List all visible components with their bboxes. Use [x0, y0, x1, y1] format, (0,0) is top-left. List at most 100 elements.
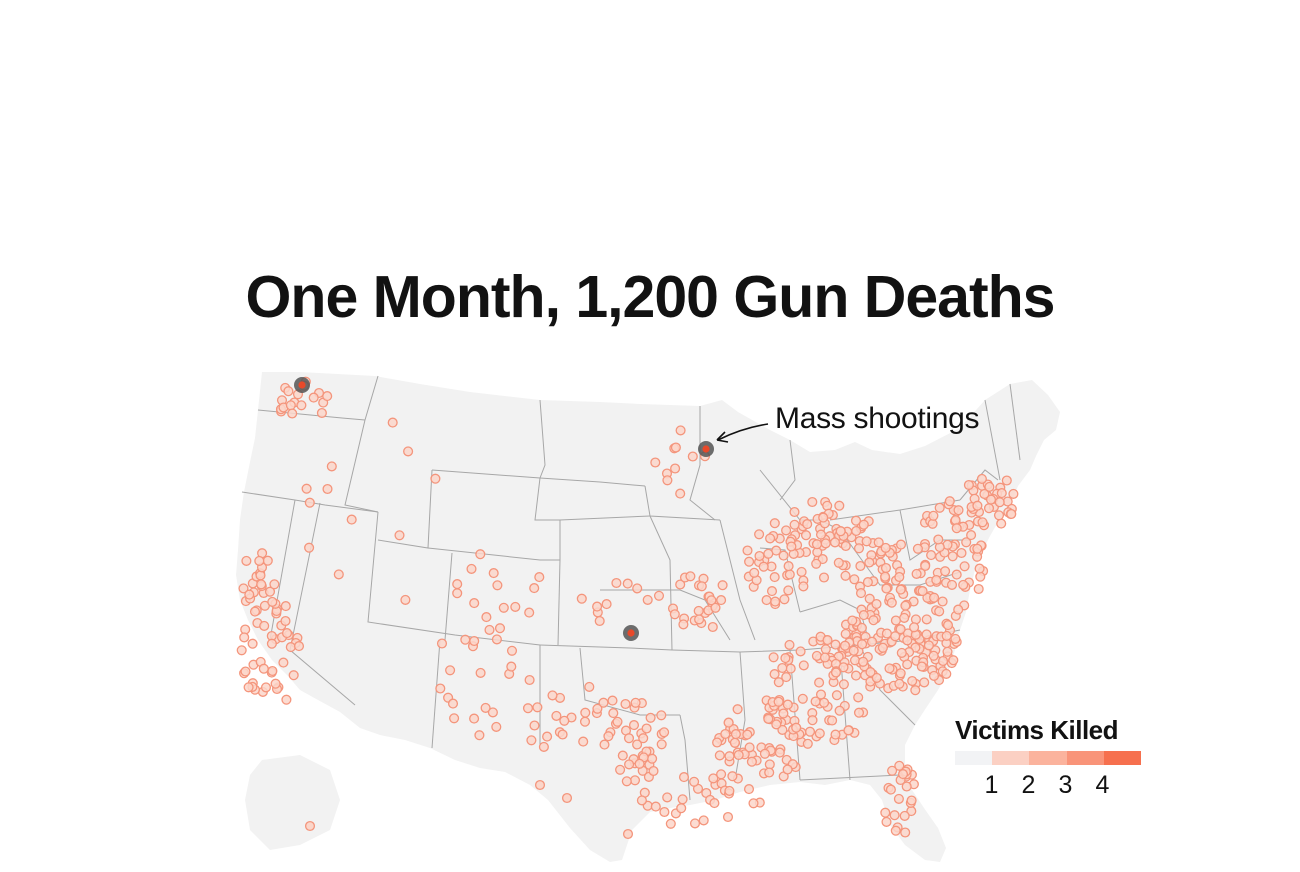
state-border-26 [719, 519, 756, 641]
state-border-19 [534, 477, 561, 560]
incident-point [742, 729, 753, 740]
incident-point [784, 639, 795, 650]
incident-point [889, 810, 900, 821]
incident-point [886, 597, 897, 608]
state-border-7 [431, 469, 646, 487]
incident-point [1008, 488, 1019, 499]
incident-point [850, 670, 862, 681]
incident-point [761, 595, 772, 606]
incident-point [436, 638, 448, 649]
incident-point [244, 589, 255, 600]
incident-point [996, 518, 1007, 529]
incident-point [961, 537, 972, 548]
state-border-24 [679, 714, 691, 801]
incident-point [578, 736, 589, 747]
incident-point [629, 775, 641, 786]
incident-point [877, 642, 888, 653]
incident-point [880, 807, 891, 818]
state-border-42 [779, 439, 796, 501]
incident-point [712, 737, 723, 748]
incident-point [923, 640, 934, 651]
incident-point [466, 563, 477, 574]
incident-point [492, 580, 503, 591]
state-border-25 [689, 406, 716, 521]
incident-point [584, 681, 595, 692]
state-border-4 [344, 419, 379, 513]
incident-point [542, 731, 553, 742]
incident-point [929, 592, 940, 603]
incident-point [838, 679, 849, 690]
incident-point [894, 571, 905, 583]
incident-point [856, 622, 867, 633]
incident-point [928, 670, 940, 681]
incident-point [950, 633, 961, 644]
incident-point [615, 764, 626, 775]
incident-point [494, 623, 506, 634]
incident-point [716, 769, 727, 780]
incident-point [871, 672, 882, 683]
incident-point [894, 760, 905, 771]
incident-point [840, 570, 851, 581]
incident-point [653, 590, 665, 601]
incident-point [435, 683, 446, 694]
incident-point [304, 497, 315, 508]
incident-point [811, 650, 822, 661]
incident-point [783, 561, 794, 572]
incident-point [807, 496, 818, 508]
incident-point [833, 557, 844, 568]
incident-point [835, 526, 846, 537]
incident-point [675, 425, 686, 436]
incident-point [789, 519, 800, 530]
incident-point [754, 529, 765, 540]
incident-point [487, 707, 498, 718]
incident-point [881, 816, 892, 827]
incident-point [818, 572, 830, 583]
incident-point [840, 628, 851, 639]
incident-point [532, 702, 543, 713]
state-border-33 [759, 547, 801, 613]
incident-point [698, 815, 709, 826]
incident-point [594, 615, 605, 627]
incident-point [784, 569, 795, 580]
incident-point [759, 748, 770, 759]
incident-point [650, 457, 661, 468]
incident-point [839, 640, 851, 651]
incident-point [893, 793, 904, 804]
incident-point [269, 579, 280, 590]
incident-point [243, 682, 254, 693]
incident-point [641, 723, 652, 734]
incident-point [789, 506, 800, 518]
incident-point [447, 698, 459, 709]
incident-point [430, 473, 441, 484]
incident-point [659, 727, 670, 738]
incident-point [895, 624, 906, 635]
incident-point [849, 655, 861, 666]
incident-point [241, 555, 252, 566]
incident-point [706, 595, 717, 606]
incident-point [831, 690, 842, 701]
incident-point [778, 708, 789, 719]
incident-point [403, 446, 414, 457]
incident-point [628, 720, 640, 731]
incident-point [796, 566, 807, 577]
incident-point [322, 483, 333, 495]
incident-point [861, 536, 872, 547]
incident-point [906, 795, 917, 806]
incident-point [551, 710, 562, 721]
incident-point [285, 642, 296, 653]
incident-point [693, 605, 704, 616]
incident-point [947, 551, 958, 562]
incident-point [723, 717, 734, 728]
incident-point [304, 820, 316, 832]
incident-point [708, 773, 719, 784]
incident-point [773, 677, 784, 688]
incident-point [266, 638, 277, 649]
incident-point [599, 739, 610, 750]
incident-point [798, 581, 809, 592]
incident-point [766, 586, 778, 597]
annotation-arrowhead [716, 431, 729, 443]
incident-point [474, 730, 485, 741]
incident-point [946, 579, 958, 590]
annotation-arrow [717, 423, 769, 441]
incident-point [445, 665, 456, 676]
